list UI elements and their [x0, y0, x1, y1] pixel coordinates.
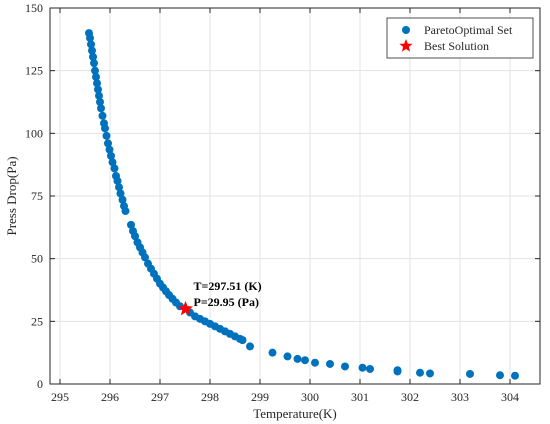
pareto-point [426, 369, 434, 378]
x-tick-label: 304 [501, 390, 519, 404]
pareto-point [246, 342, 254, 351]
pareto-point [104, 139, 112, 148]
legend-label-pareto: ParetoOptimal Set [424, 23, 513, 37]
pareto-point [358, 363, 367, 372]
x-tick-label: 299 [251, 390, 269, 404]
pareto-point [91, 66, 99, 75]
y-axis-title: Press Drop(Pa) [4, 156, 19, 235]
pareto-point [311, 358, 319, 367]
x-tick-label: 300 [301, 390, 319, 404]
best-solution-annotation: T=297.51 (K) P=29.95 (Pa) [194, 279, 262, 309]
pareto-point [108, 158, 117, 167]
annotation-pressure: P=29.95 (Pa) [194, 295, 260, 309]
pareto-point [95, 91, 103, 100]
pareto-point [466, 369, 474, 378]
pareto-point [326, 359, 334, 368]
pareto-point [293, 354, 302, 363]
pareto-point [131, 232, 139, 241]
pareto-point [107, 151, 115, 160]
y-tick-label: 150 [25, 1, 43, 15]
legend-marker-pareto [402, 26, 410, 34]
pareto-point [341, 362, 349, 371]
pareto-point [113, 176, 122, 185]
pareto-point [98, 111, 107, 120]
x-tick-label: 297 [151, 390, 169, 404]
pareto-point [283, 352, 292, 361]
legend: ParetoOptimal Set Best Solution [386, 17, 534, 59]
x-axis-title: Temperature(K) [253, 406, 337, 421]
pareto-point [89, 52, 97, 61]
pareto-point [97, 104, 105, 113]
pareto-point [94, 85, 102, 94]
pareto-point [496, 371, 504, 380]
x-tick-label: 296 [101, 390, 119, 404]
pareto-point [101, 124, 109, 133]
pareto-point [87, 40, 95, 49]
pareto-point [92, 72, 100, 81]
x-tick-label: 302 [401, 390, 419, 404]
annotation-temperature: T=297.51 (K) [194, 279, 262, 293]
x-tick-label: 301 [351, 390, 369, 404]
pareto-point [86, 34, 94, 43]
legend-label-best: Best Solution [424, 39, 489, 53]
pareto-point [116, 189, 125, 198]
pareto-point [93, 79, 101, 88]
pareto-point [268, 348, 277, 357]
pareto-point [121, 207, 130, 216]
x-tick-label: 298 [201, 390, 219, 404]
pareto-point [88, 46, 96, 55]
pareto-point [110, 164, 119, 173]
y-tick-label: 100 [25, 126, 43, 140]
pareto-point [393, 367, 402, 376]
y-tick-label: 50 [31, 252, 43, 266]
pareto-point [115, 183, 123, 192]
pareto-point [511, 371, 519, 380]
pareto-point [102, 131, 111, 140]
pareto-point [141, 253, 149, 262]
legend-marker-best [399, 39, 413, 52]
y-tick-label: 25 [31, 314, 43, 328]
x-tick-label: 295 [51, 390, 69, 404]
best-solution-star [177, 300, 194, 316]
axes: 295 296 297 298 299 300 301 302 303 304 0 25 50 75 100… [25, 1, 540, 404]
data-layer [85, 29, 519, 380]
pareto-point [301, 356, 309, 365]
pareto-point [366, 364, 374, 373]
legend-box [386, 17, 534, 59]
y-tick-label: 125 [25, 64, 43, 78]
pareto-point [90, 59, 98, 68]
pareto-point [127, 220, 135, 229]
x-tick-label: 303 [451, 390, 469, 404]
y-tick-label: 0 [37, 377, 43, 391]
pareto-point [105, 145, 114, 154]
pareto-point [238, 336, 247, 345]
pareto-point [416, 368, 424, 377]
pareto-point [96, 98, 104, 106]
pareto-point [118, 195, 127, 204]
y-tick-label: 75 [31, 189, 43, 203]
